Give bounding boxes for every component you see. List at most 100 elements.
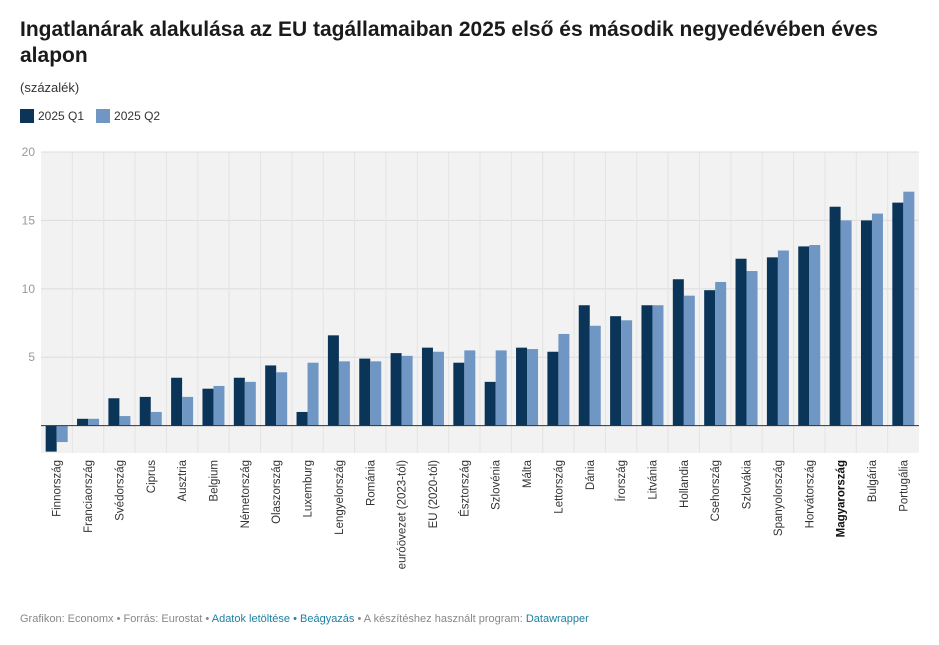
bar-q1 [704,290,716,426]
bar-q2 [88,418,100,426]
bar-q1 [453,362,465,426]
chart-title: Ingatlanárak alakulása az EU tagállamaib… [20,18,878,67]
x-tick-label: Franciaország [83,460,95,533]
x-tick-label: Lengyelország [334,460,346,535]
bar-q2 [871,213,883,426]
bar-q1 [484,381,496,426]
x-tick-label: Málta [522,459,534,488]
bar-chart: 5 10 15 20 Finnország Franciaország Svédország… [22,145,919,569]
bar-q2 [182,396,194,426]
x-tick-label: Svédország [114,460,126,521]
bar-q2 [276,372,288,426]
x-tick-label: Írország [615,460,628,502]
x-tick-label: Csehország [710,460,722,521]
bar-q1 [641,305,653,426]
bar-q1 [892,202,904,426]
x-tick-label: Dánia [585,459,597,490]
bar-q2 [307,362,319,426]
bar-q1 [171,377,183,426]
legend-label-q2: 2025 Q2 [114,109,161,123]
bar-q2 [495,350,507,426]
bar-q2 [119,416,131,426]
y-tick-label: 10 [22,282,36,296]
x-tick-label: Ciprus [146,460,158,493]
x-tick-label: EU (2020-tól) [428,460,440,529]
datawrapper-link[interactable]: Datawrapper [525,613,589,625]
legend-swatch-q1 [20,109,34,123]
legend-swatch-q2 [96,109,111,123]
x-tick-label: Spanyolország [773,460,785,536]
bar-q2 [464,350,476,426]
bar-q2 [150,411,162,426]
bar-q1 [735,258,747,426]
x-tick-label: Portugália [898,459,910,511]
bar-q2 [715,281,727,426]
x-tick-label: Szlovénia [491,459,503,509]
bar-q2 [527,349,539,426]
bar-q2 [589,325,601,426]
footer-made-with: • A készítéshez használt program: [357,613,523,625]
bar-q1 [547,351,559,426]
bar-q1 [45,425,57,452]
bar-q2 [621,320,633,426]
bar-q2 [840,220,852,426]
bar-q1 [327,335,339,426]
bar-q1 [77,418,89,426]
x-tick-label: Olaszország [271,460,283,524]
legend-item-q2: 2025 Q2 [96,109,160,123]
bar-q2 [746,271,758,426]
y-tick-label: 20 [22,145,36,159]
footer-separator: • [293,613,297,625]
footer-credit: Grafikon: Economx • Forrás: Eurostat • [20,613,210,625]
bar-q1 [265,365,277,426]
x-tick-label: euróövezet (2023-tól) [397,460,409,569]
y-tick-label: 15 [22,213,36,227]
embed-link[interactable]: Beágyazás [300,613,355,625]
legend-item-q1: 2025 Q1 [20,109,84,123]
x-tick-label: Litvánia [647,459,659,499]
bar-q1 [390,353,402,426]
bar-q2 [432,351,444,426]
bar-q1 [233,377,245,426]
x-tick-label: Észtország [458,460,471,517]
legend-label-q1: 2025 Q1 [38,109,85,123]
bar-q1 [766,257,778,426]
bar-q1 [672,279,684,426]
bar-q1 [139,396,151,426]
bar-q2 [777,250,789,426]
bar-q2 [56,425,68,443]
x-tick-label: Ausztria [177,459,189,501]
bar-q1 [202,388,214,426]
bar-q2 [903,191,915,426]
bar-q1 [860,220,872,426]
x-tick-label: Szlovákia [742,459,754,509]
bar-q1 [610,316,622,426]
bar-q2 [683,295,695,426]
legend: 2025 Q1 2025 Q2 [20,109,172,123]
bar-q2 [370,361,382,426]
x-tick-label: Hollandia [679,459,691,508]
x-tick-label: Lettország [553,460,565,514]
bar-q1 [108,398,120,426]
bar-q2 [244,381,256,426]
x-tick-label: Magyarország [836,460,848,537]
bar-q1 [296,411,308,426]
bar-q1 [578,305,590,426]
x-tick-label: Németország [240,460,252,528]
bar-q2 [213,385,225,426]
bar-q2 [652,305,664,426]
footer: Grafikon: Economx • Forrás: Eurostat • A… [20,613,589,625]
download-data-link[interactable]: Adatok letöltése [211,613,291,625]
bar-q1 [516,347,528,426]
chart-subtitle: (százalék) [20,80,80,95]
bar-q2 [558,333,570,426]
bar-q1 [798,246,810,426]
bar-q2 [338,361,350,426]
x-tick-label: Luxemburg [303,460,315,518]
bar-q2 [401,355,413,426]
x-tick-label: Horvátország [804,460,816,528]
bar-q2 [809,245,821,426]
x-tick-label: Románia [365,459,377,506]
bar-q1 [829,206,841,426]
x-tick-label: Finnország [52,460,64,517]
